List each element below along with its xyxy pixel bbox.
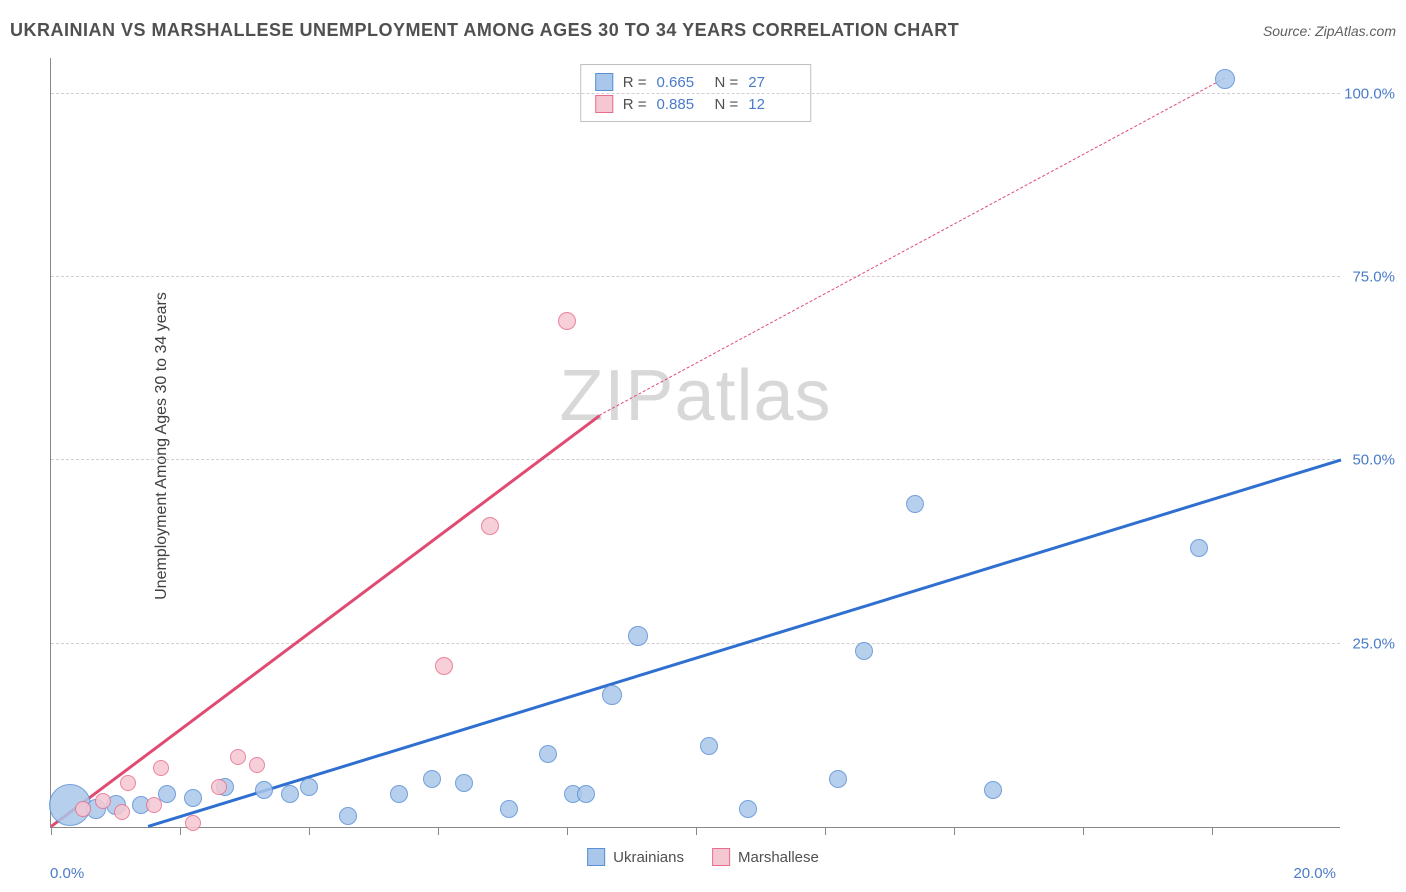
data-point bbox=[700, 737, 718, 755]
data-point bbox=[255, 781, 273, 799]
data-point bbox=[120, 775, 136, 791]
data-point bbox=[577, 785, 595, 803]
legend-swatch-marshallese bbox=[712, 848, 730, 866]
r-value-marshallese: 0.885 bbox=[657, 96, 705, 113]
data-point bbox=[114, 804, 130, 820]
data-point bbox=[628, 626, 648, 646]
y-tick-label: 50.0% bbox=[1352, 452, 1395, 469]
swatch-marshallese bbox=[595, 95, 613, 113]
bottom-legend: Ukrainians Marshallese bbox=[587, 848, 819, 866]
x-tick bbox=[825, 827, 826, 835]
r-label: R = bbox=[623, 74, 647, 91]
gridline bbox=[51, 643, 1340, 644]
n-label: N = bbox=[715, 74, 739, 91]
data-point bbox=[95, 793, 111, 809]
n-value-marshallese: 12 bbox=[748, 96, 796, 113]
data-point bbox=[185, 815, 201, 831]
x-tick bbox=[954, 827, 955, 835]
legend-item-ukrainians: Ukrainians bbox=[587, 848, 684, 866]
data-point bbox=[146, 797, 162, 813]
chart-header: UKRAINIAN VS MARSHALLESE UNEMPLOYMENT AM… bbox=[10, 20, 1396, 41]
x-tick bbox=[309, 827, 310, 835]
y-tick-label: 25.0% bbox=[1352, 635, 1395, 652]
x-tick bbox=[696, 827, 697, 835]
gridline bbox=[51, 276, 1340, 277]
x-tick bbox=[51, 827, 52, 835]
watermark: ZIPatlas bbox=[559, 355, 831, 437]
chart-title: UKRAINIAN VS MARSHALLESE UNEMPLOYMENT AM… bbox=[10, 20, 959, 41]
y-tick-label: 100.0% bbox=[1344, 85, 1395, 102]
data-point bbox=[211, 779, 227, 795]
r-value-ukrainians: 0.665 bbox=[657, 74, 705, 91]
data-point bbox=[455, 774, 473, 792]
x-axis-end-label: 20.0% bbox=[1293, 865, 1336, 882]
data-point bbox=[539, 745, 557, 763]
data-point bbox=[984, 781, 1002, 799]
x-tick bbox=[1212, 827, 1213, 835]
data-point bbox=[300, 778, 318, 796]
data-point bbox=[75, 801, 91, 817]
data-point bbox=[435, 657, 453, 675]
watermark-zip: ZIP bbox=[559, 356, 674, 436]
n-label-2: N = bbox=[715, 96, 739, 113]
y-tick-label: 75.0% bbox=[1352, 269, 1395, 286]
data-point bbox=[184, 789, 202, 807]
legend-label-marshallese: Marshallese bbox=[738, 849, 819, 866]
data-point bbox=[281, 785, 299, 803]
data-point bbox=[390, 785, 408, 803]
data-point bbox=[230, 749, 246, 765]
x-tick bbox=[567, 827, 568, 835]
legend-item-marshallese: Marshallese bbox=[712, 848, 819, 866]
plot-area: ZIPatlas R = 0.665 N = 27 R = 0.885 N = … bbox=[50, 58, 1340, 828]
data-point bbox=[1215, 69, 1235, 89]
source-label: Source: ZipAtlas.com bbox=[1263, 23, 1396, 39]
swatch-ukrainians bbox=[595, 73, 613, 91]
x-tick bbox=[1083, 827, 1084, 835]
data-point bbox=[829, 770, 847, 788]
stats-row-ukrainians: R = 0.665 N = 27 bbox=[595, 71, 797, 93]
legend-label-ukrainians: Ukrainians bbox=[613, 849, 684, 866]
data-point bbox=[855, 642, 873, 660]
data-point bbox=[739, 800, 757, 818]
watermark-atlas: atlas bbox=[674, 356, 831, 436]
data-point bbox=[423, 770, 441, 788]
legend-swatch-ukrainians bbox=[587, 848, 605, 866]
data-point bbox=[339, 807, 357, 825]
gridline bbox=[51, 93, 1340, 94]
x-tick bbox=[180, 827, 181, 835]
r-label-2: R = bbox=[623, 96, 647, 113]
data-point bbox=[602, 685, 622, 705]
data-point bbox=[249, 757, 265, 773]
x-axis-start-label: 0.0% bbox=[50, 865, 84, 882]
stats-row-marshallese: R = 0.885 N = 12 bbox=[595, 93, 797, 115]
data-point bbox=[481, 517, 499, 535]
trendline bbox=[50, 414, 600, 827]
gridline bbox=[51, 459, 1340, 460]
data-point bbox=[906, 495, 924, 513]
data-point bbox=[153, 760, 169, 776]
trendline-dashed bbox=[599, 78, 1225, 416]
data-point bbox=[1190, 539, 1208, 557]
n-value-ukrainians: 27 bbox=[748, 74, 796, 91]
data-point bbox=[500, 800, 518, 818]
x-tick bbox=[438, 827, 439, 835]
data-point bbox=[558, 312, 576, 330]
